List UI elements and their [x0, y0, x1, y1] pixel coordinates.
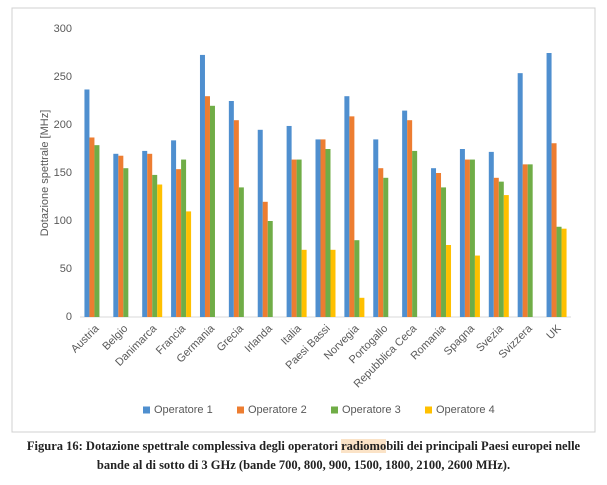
- bar: [89, 137, 95, 317]
- bar: [517, 73, 523, 317]
- bar: [488, 151, 494, 317]
- bar: [493, 177, 499, 317]
- y-axis-label: Dotazione spettrale [MHz]: [39, 110, 51, 237]
- x-tick-label: Spagna: [442, 322, 478, 358]
- bar: [436, 173, 442, 317]
- y-tick-label: 200: [54, 119, 72, 131]
- bar: [157, 184, 163, 317]
- bar: [498, 181, 504, 317]
- bar: [527, 164, 533, 317]
- bar: [204, 96, 210, 317]
- bar: [123, 168, 129, 317]
- bar: [459, 149, 465, 317]
- chart-frame: [11, 7, 596, 433]
- bar: [359, 297, 365, 317]
- bar: [446, 245, 452, 317]
- bar: [171, 140, 177, 317]
- bar: [233, 120, 239, 317]
- legend-swatch: [425, 406, 432, 414]
- bar: [286, 125, 292, 318]
- bar: [464, 159, 470, 317]
- bar: [94, 145, 100, 317]
- legend-label: Operatore 1: [154, 404, 213, 416]
- y-tick-label: 0: [66, 311, 72, 323]
- bar: [522, 164, 528, 317]
- x-tick-label: Austria: [69, 322, 102, 355]
- bar: [474, 255, 480, 317]
- bar: [469, 159, 475, 317]
- bar: [176, 169, 182, 317]
- bar: [186, 211, 192, 317]
- bar: [412, 150, 418, 317]
- bar: [209, 105, 215, 317]
- legend-swatch: [143, 406, 150, 414]
- bar: [262, 201, 268, 317]
- bar: [301, 249, 307, 317]
- bar: [320, 139, 326, 317]
- bar: [257, 129, 263, 317]
- bar: [118, 155, 124, 317]
- y-tick-label: 250: [54, 71, 72, 83]
- bar: [315, 139, 321, 317]
- chart: Dotazione spettrale [MHz] 0 50 100 150 200 25…: [11, 7, 596, 433]
- bar: [378, 168, 384, 317]
- bar: [431, 168, 437, 317]
- bar: [267, 221, 273, 317]
- x-tick-label: Italia: [279, 322, 305, 348]
- bar: [291, 159, 297, 317]
- caption-text: Figura 16: Dotazione spettrale complessi…: [26, 439, 342, 453]
- x-tick-label: UK: [544, 322, 564, 342]
- legend-label: Operatore 3: [342, 404, 401, 416]
- bar: [441, 187, 447, 317]
- bar: [354, 240, 360, 317]
- bar: [383, 177, 389, 317]
- legend-swatch: [331, 406, 338, 414]
- bar: [373, 139, 379, 317]
- bar: [296, 159, 302, 317]
- bar: [407, 120, 413, 317]
- bar: [142, 150, 148, 317]
- legend-label: Operatore 2: [248, 404, 307, 416]
- y-tick-label: 50: [60, 263, 72, 275]
- legend-swatch: [237, 406, 244, 414]
- caption-highlight: radiomo: [341, 439, 387, 453]
- bar: [238, 187, 244, 317]
- x-tick-label: Grecia: [215, 322, 247, 354]
- bar: [113, 153, 119, 317]
- y-tick-label: 100: [54, 215, 72, 227]
- bar: [199, 54, 205, 318]
- bar: [546, 53, 552, 317]
- bar: [228, 101, 234, 317]
- y-tick-label: 150: [54, 167, 72, 179]
- bar: [84, 89, 90, 317]
- bar: [551, 143, 557, 317]
- bar: [503, 195, 509, 317]
- bar: [344, 96, 350, 317]
- x-tick-label: Irlanda: [243, 322, 276, 355]
- legend-label: Operatore 4: [436, 404, 495, 416]
- bar: [181, 159, 187, 317]
- y-tick-label: 300: [54, 23, 72, 35]
- bar: [556, 226, 562, 317]
- bar: [330, 249, 336, 317]
- bar: [561, 228, 567, 317]
- bar: [402, 110, 408, 317]
- bar: [147, 153, 153, 317]
- caption: Figura 16: Dotazione spettrale complessi…: [15, 437, 592, 475]
- bar: [349, 116, 355, 317]
- bar: [152, 174, 158, 317]
- caption-text: bili dei principali Paesi europei nelle …: [96, 439, 581, 472]
- bar: [325, 149, 331, 317]
